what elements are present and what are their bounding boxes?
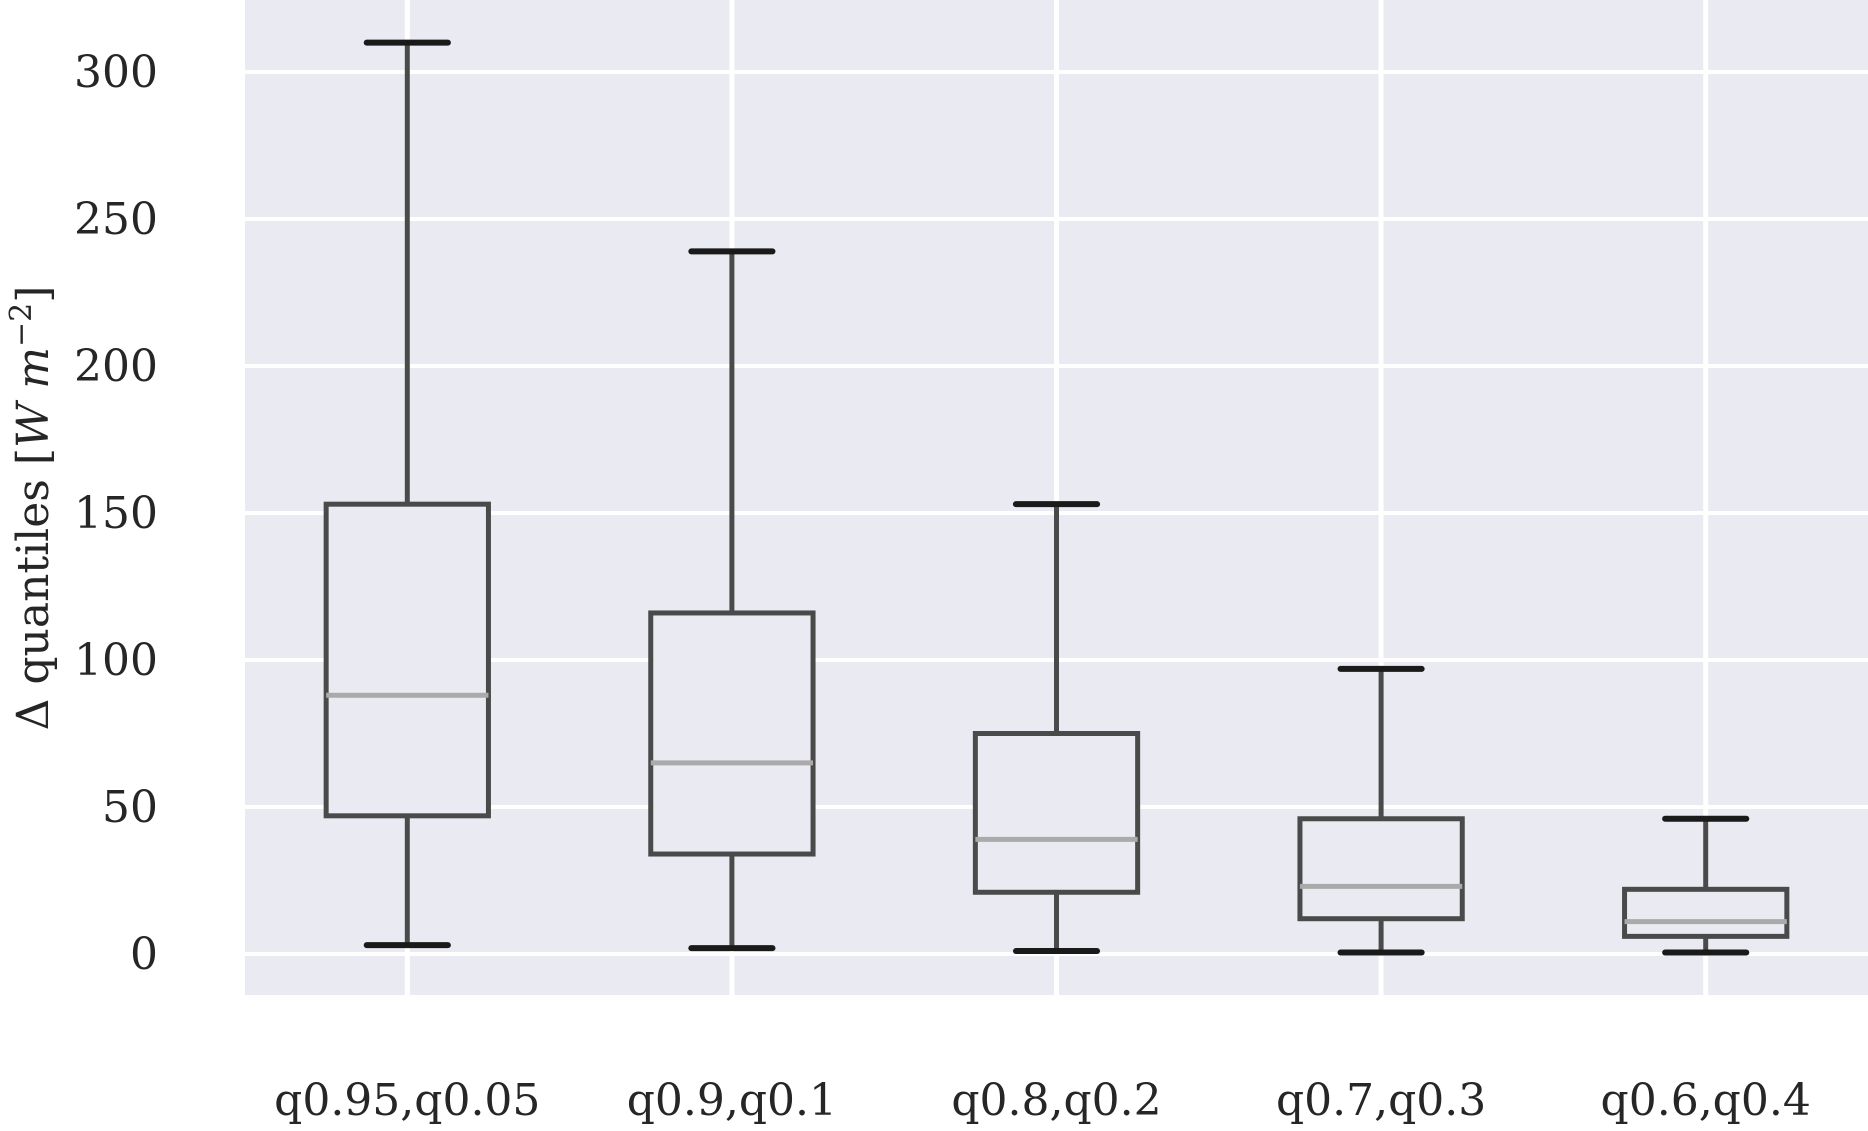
x-tick-label: q0.9,q0.1 <box>627 1075 837 1126</box>
y-tick-label: 200 <box>74 341 158 392</box>
box-iqr <box>651 613 813 854</box>
y-tick-label: 100 <box>74 635 158 686</box>
y-tick-label: 150 <box>74 488 158 539</box>
y-axis-label: Δ quantiles [W m−2] <box>4 286 60 731</box>
x-tick-labels: q0.95,q0.05 q0.9,q0.1 q0.8,q0.2 q0.7,q0.3 q0… <box>274 1075 1811 1126</box>
box-iqr <box>326 504 488 816</box>
y-tick-label: 0 <box>130 929 158 980</box>
box-iqr <box>1625 889 1787 936</box>
y-tick-labels: 0 50 100 150 200 250 300 <box>74 47 158 980</box>
y-tick-label: 50 <box>102 782 158 833</box>
box-iqr <box>1300 819 1462 919</box>
x-tick-label: q0.7,q0.3 <box>1276 1075 1486 1126</box>
x-tick-label: q0.6,q0.4 <box>1601 1075 1811 1126</box>
x-tick-label: q0.8,q0.2 <box>951 1075 1161 1126</box>
x-tick-label: q0.95,q0.05 <box>274 1075 540 1126</box>
y-tick-label: 250 <box>74 194 158 245</box>
box-iqr <box>975 734 1137 893</box>
y-tick-label: 300 <box>74 47 158 98</box>
